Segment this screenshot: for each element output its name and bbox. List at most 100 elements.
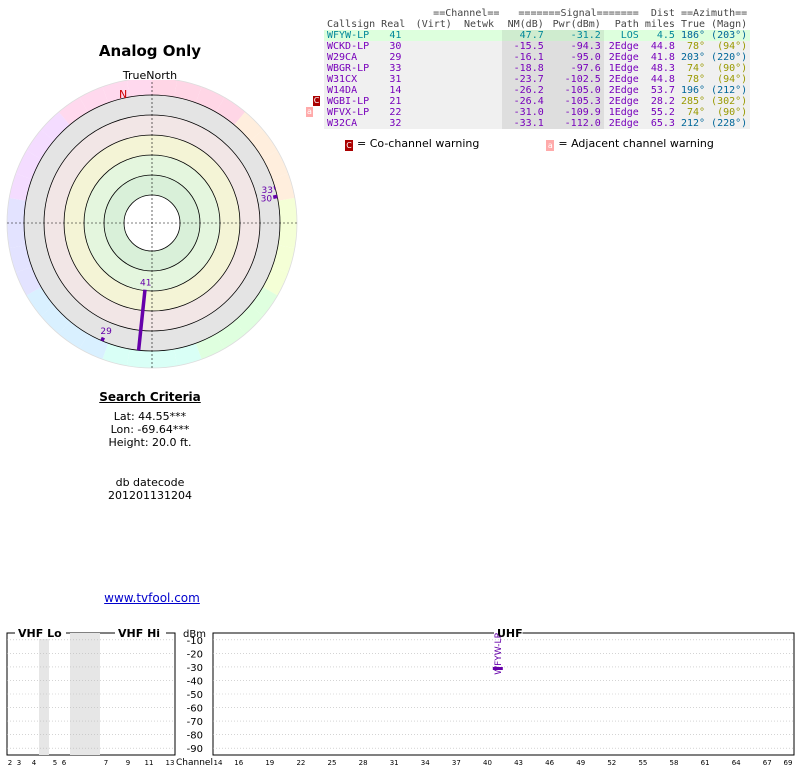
- db-datecode: db datecode 201201131204: [60, 476, 240, 502]
- x-tick-label: 3: [17, 759, 21, 767]
- cell-callsign: WBGR-LP: [327, 63, 370, 74]
- site-link[interactable]: www.tvfool.com: [104, 591, 200, 605]
- cell-nm: -16.1: [502, 52, 547, 63]
- cell-nm: -31.0: [502, 107, 547, 118]
- cell-real: 21: [389, 96, 402, 107]
- station-ray: [272, 194, 278, 199]
- co-channel-warning-icon: C: [313, 96, 320, 106]
- cell-callsign: WFYW-LP: [327, 30, 370, 41]
- y-axis-label: dBm: [183, 629, 206, 640]
- cell-callsign: W14DA: [327, 85, 358, 96]
- column-header-row: Callsign Real (Virt) Netwk NM(dB) Pwr(dB…: [324, 19, 750, 30]
- cell-netwk: [461, 30, 502, 41]
- dist-group-header: Dist: [650, 8, 675, 19]
- cell-netwk: [461, 63, 502, 74]
- cell-nm: -15.5: [502, 41, 547, 52]
- x-tick-label: 4: [32, 759, 37, 767]
- cell-path: 2Edge: [608, 74, 639, 85]
- cell-pwr: -105.3: [546, 96, 604, 107]
- cell-virt: [413, 41, 461, 52]
- section-title-bg: [115, 627, 166, 639]
- polar-azimuth-chart: N 41 30 29 33: [6, 80, 298, 369]
- station-table: ==Channel== =======Signal======= Dist ==…: [324, 8, 751, 129]
- true-north-label: TrueNorth: [122, 69, 178, 82]
- x-tick-label: 7: [104, 759, 108, 767]
- search-criteria: Search Criteria Lat: 44.55*** Lon: -69.6…: [60, 391, 240, 450]
- db-datecode-label: db datecode: [115, 476, 185, 489]
- cell-pwr: -31.2: [546, 30, 604, 41]
- north-marker: N: [119, 88, 127, 101]
- cell-netwk: [461, 41, 502, 52]
- cell-virt: [413, 85, 461, 96]
- cell-real: 41: [389, 30, 402, 41]
- cell-nm: -33.1: [502, 118, 547, 129]
- cell-real: 22: [389, 107, 402, 118]
- signal-bar-label: WFYW-LP: [494, 632, 504, 674]
- table-row: WCKD-LP 30 -15.5 -94.3 2Edge 44.8 78° (94°): [324, 41, 751, 52]
- cell-nm: -18.8: [502, 63, 547, 74]
- cell-netwk: [461, 118, 502, 129]
- cell-path: 2Edge: [608, 85, 639, 96]
- cell-virt: [413, 118, 461, 129]
- x-tick-label: 58: [670, 759, 679, 767]
- cell-real: 33: [389, 63, 402, 74]
- y-tick-label: -70: [187, 717, 203, 728]
- cell-real: 31: [389, 74, 402, 85]
- cell-callsign: W29CA: [327, 52, 358, 63]
- page-title: Analog Only: [98, 42, 202, 60]
- x-tick-label: 43: [514, 759, 523, 767]
- col-nm: NM(dB): [507, 19, 544, 30]
- adjacent-channel-legend-text: = Adjacent channel warning: [558, 137, 714, 150]
- cell-netwk: [461, 96, 502, 107]
- co-channel-warning-icon: C: [345, 140, 353, 151]
- table-row: WFVX-LP 22 -31.0 -109.9 1Edge 55.2 74° (90°): [324, 107, 751, 118]
- station-ray: [136, 289, 147, 351]
- cell-real: 32: [389, 118, 402, 129]
- cell-pwr: -95.0: [546, 52, 604, 63]
- cell-true: 212°: [680, 118, 706, 129]
- x-tick-label: 64: [732, 759, 741, 767]
- section-title: VHF Hi: [118, 627, 160, 640]
- cell-true: 78°: [686, 74, 706, 85]
- cell-miles: 55.2: [650, 107, 675, 118]
- cell-netwk: [461, 85, 502, 96]
- cell-real: 29: [389, 52, 402, 63]
- x-tick-label: 28: [359, 759, 368, 767]
- x-tick-label: 46: [545, 759, 554, 767]
- x-tick-label: 25: [328, 759, 337, 767]
- x-tick-label: 55: [638, 759, 647, 767]
- x-tick-label: 13: [166, 759, 175, 767]
- db-datecode-value: 201201131204: [108, 489, 192, 502]
- table-row: WFYW-LP 41 47.7 -31.2 LOS 4.5 186° (203°): [324, 30, 751, 41]
- col-magn: (Magn): [711, 19, 748, 30]
- cell-magn: (220°): [711, 52, 748, 63]
- station-ray: [100, 336, 105, 342]
- cell-nm: -23.7: [502, 74, 547, 85]
- signal-bar: [492, 667, 503, 671]
- y-tick-label: -30: [187, 663, 203, 674]
- x-tick-label: 49: [576, 759, 585, 767]
- cell-pwr: -105.0: [546, 85, 604, 96]
- cell-true: 285°: [680, 96, 706, 107]
- cell-pwr: -102.5: [546, 74, 604, 85]
- height-value: Height: 20.0 ft.: [108, 436, 192, 449]
- cell-netwk: [461, 74, 502, 85]
- cell-virt: [413, 63, 461, 74]
- col-pwr: Pwr(dBm): [552, 19, 601, 30]
- y-tick-label: -10: [187, 636, 203, 647]
- x-tick-label: 19: [265, 759, 274, 767]
- channel-group-header: ==Channel==: [433, 8, 500, 19]
- x-axis-label: Channel: [176, 758, 213, 768]
- group-header-row: ==Channel== =======Signal======= Dist ==…: [324, 8, 750, 19]
- cell-path: 2Edge: [608, 41, 639, 52]
- x-tick-label: 40: [483, 759, 492, 767]
- y-tick-label: -50: [187, 690, 203, 701]
- cell-miles: 28.2: [650, 96, 675, 107]
- cell-virt: [413, 52, 461, 63]
- x-tick-label: 67: [763, 759, 772, 767]
- table-row: WGBI-LP 21 -26.4 -105.3 2Edge 28.2 285° (302°): [324, 96, 751, 107]
- station-label: 33: [262, 186, 273, 196]
- col-callsign: Callsign: [327, 19, 376, 30]
- cell-magn: (90°): [717, 107, 748, 118]
- table-row: W29CA 29 -16.1 -95.0 2Edge 41.8 203° (220°): [324, 52, 751, 63]
